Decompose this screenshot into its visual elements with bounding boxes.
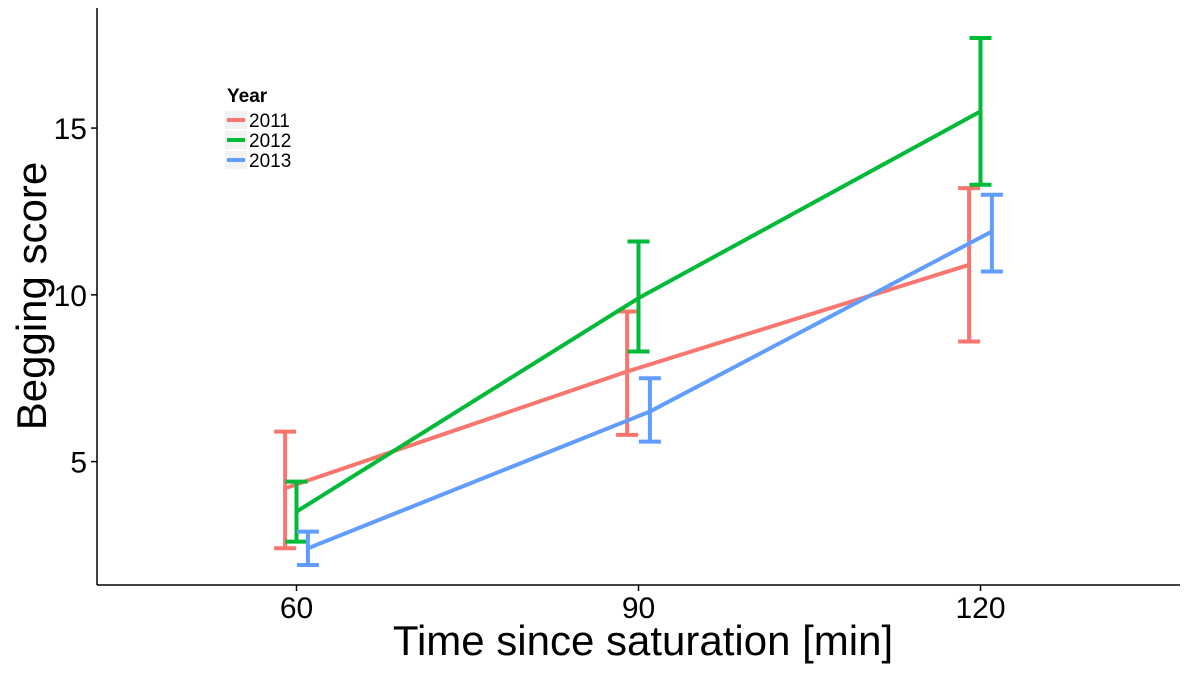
- series-2013: [296, 192, 1003, 567]
- legend-label: 2011: [249, 111, 290, 132]
- error-bar: [969, 36, 992, 187]
- error-bar: [980, 192, 1003, 274]
- y-tick-label: 15: [54, 113, 87, 146]
- y-axis-title: Begging score: [8, 162, 55, 431]
- series-2012: [285, 36, 992, 544]
- legend-label: 2012: [249, 131, 291, 152]
- legend-label: 2013: [249, 151, 291, 172]
- x-axis-title: Time since saturation [min]: [393, 617, 893, 664]
- legend-title: Year: [227, 86, 268, 107]
- error-bar: [638, 376, 661, 444]
- error-bar: [296, 529, 319, 567]
- error-bar: [958, 186, 981, 344]
- y-tick-label: 5: [70, 447, 87, 480]
- error-bar: [285, 479, 308, 544]
- error-bar: [627, 239, 650, 354]
- series-2011: [274, 186, 981, 551]
- series-layer: [274, 36, 1003, 567]
- axes: 5 10 15 60 90 120: [54, 8, 1180, 625]
- x-tick-label: 120: [955, 592, 1005, 625]
- y-tick-label: 10: [54, 280, 87, 313]
- x-tick-label: 60: [280, 592, 313, 625]
- x-tick-label: 90: [622, 592, 655, 625]
- error-bar: [274, 429, 297, 551]
